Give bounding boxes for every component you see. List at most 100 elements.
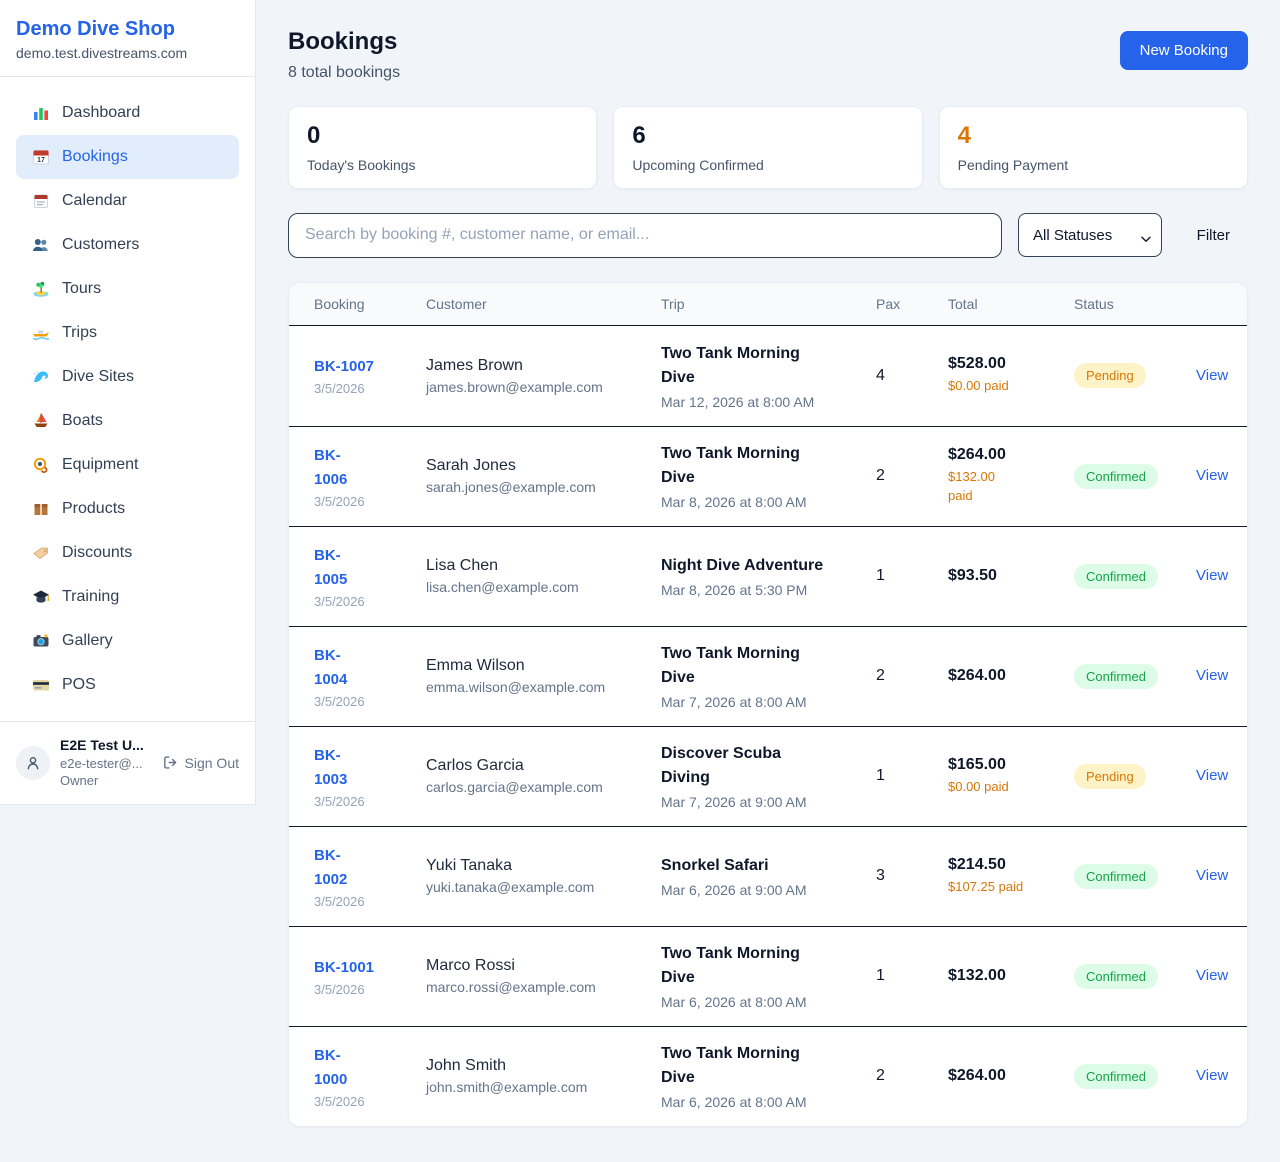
grad-cap-icon <box>32 588 50 606</box>
total-amount: $264.00 <box>948 1067 1006 1085</box>
customer-email: carlos.garcia@example.com <box>426 779 603 796</box>
total-amount: $165.00 <box>948 755 1006 773</box>
view-link[interactable]: View <box>1196 967 1229 985</box>
camera-icon <box>32 632 50 650</box>
sidebar-item-customers[interactable]: Customers <box>16 223 239 267</box>
total-cell: $214.50 $107.25 paid <box>948 856 1074 897</box>
view-link[interactable]: View <box>1196 366 1229 384</box>
customer-cell: Carlos Garcia carlos.garcia@example.com <box>426 757 661 795</box>
trip-name: Snorkel Safari <box>661 857 769 875</box>
credit-card-icon <box>32 676 50 694</box>
brand-name[interactable]: Demo Dive Shop <box>16 18 175 40</box>
people-icon <box>32 236 50 254</box>
status-filter-select[interactable]: All Statuses <box>1018 213 1162 258</box>
total-amount: $264.00 <box>948 667 1006 685</box>
sidebar-item-label: Gallery <box>62 632 113 649</box>
view-link[interactable]: View <box>1196 767 1229 785</box>
customer-cell: Emma Wilson emma.wilson@example.com <box>426 657 661 695</box>
booking-date: 3/5/2026 <box>314 793 365 809</box>
column-header-booking: Booking <box>314 295 365 312</box>
total-amount: $132.00 <box>948 967 1006 985</box>
trip-name: Discover Scuba Diving <box>661 745 782 787</box>
paid-amount: $107.25 paid <box>948 878 1024 894</box>
new-booking-button[interactable]: New Booking <box>1119 31 1248 70</box>
sidebar-item-products[interactable]: Products <box>16 487 239 531</box>
sidebar-item-dashboard[interactable]: Dashboard <box>16 91 239 135</box>
view-link[interactable]: View <box>1196 567 1229 585</box>
trip-name: Two Tank Morning Dive <box>661 344 800 386</box>
booking-cell: BK- 1006 3/5/2026 <box>314 444 426 509</box>
sign-out-button[interactable]: Sign Out <box>162 754 239 771</box>
calendar-icon <box>32 192 50 210</box>
sidebar-item-training[interactable]: Training <box>16 575 239 619</box>
user-name: E2E Test U... <box>60 737 144 753</box>
booking-id-link[interactable]: BK- 1000 <box>314 1046 348 1088</box>
view-link[interactable]: View <box>1196 467 1229 485</box>
stat-value: 4 <box>957 122 972 149</box>
actions-cell: View <box>1196 367 1228 385</box>
sidebar-item-label: Dashboard <box>62 104 141 121</box>
sidebar-item-label: POS <box>62 676 96 693</box>
table-row: BK- 1003 3/5/2026 Carlos Garcia carlos.g… <box>289 725 1247 826</box>
status-cell: Confirmed <box>1074 1063 1196 1089</box>
sidebar-item-bookings[interactable]: 17 Bookings <box>16 135 239 179</box>
trip-datetime: Mar 6, 2026 at 8:00 AM <box>661 1094 807 1111</box>
trip-name: Night Dive Adventure <box>661 557 824 575</box>
bookings-table: Booking Customer Trip Pax Total Status B… <box>288 281 1248 1127</box>
sidebar-item-calendar[interactable]: Calendar <box>16 179 239 223</box>
sidebar-item-trips[interactable]: Trips <box>16 311 239 355</box>
paid-amount: $0.00 paid <box>948 778 1009 794</box>
stat-card-todays-bookings: 0 Today's Bookings <box>288 106 598 189</box>
view-link[interactable]: View <box>1196 667 1229 685</box>
booking-date: 3/5/2026 <box>314 693 365 709</box>
customer-email: james.brown@example.com <box>426 378 603 395</box>
sidebar-item-gallery[interactable]: Gallery <box>16 619 239 663</box>
tag-icon <box>32 544 50 562</box>
stat-label: Pending Payment <box>957 156 1069 173</box>
booking-id-link[interactable]: BK- 1006 <box>314 446 348 488</box>
status-cell: Confirmed <box>1074 463 1196 489</box>
trip-cell: Two Tank Morning Dive Mar 8, 2026 at 8:0… <box>661 442 876 510</box>
booking-id-link[interactable]: BK- 1004 <box>314 646 348 688</box>
sidebar: Demo Dive Shop demo.test.divestreams.com… <box>0 0 256 805</box>
filter-button[interactable]: Filter <box>1196 226 1230 244</box>
status-cell: Confirmed <box>1074 663 1196 689</box>
view-link[interactable]: View <box>1196 867 1229 885</box>
table-row: BK-1007 3/5/2026 James Brown james.brown… <box>289 325 1247 426</box>
trip-cell: Discover Scuba Diving Mar 7, 2026 at 9:0… <box>661 742 876 810</box>
column-header-pax: Pax <box>876 295 901 312</box>
sidebar-item-tours[interactable]: Tours <box>16 267 239 311</box>
booking-id-link[interactable]: BK-1007 <box>314 358 375 376</box>
trip-name: Two Tank Morning Dive <box>661 945 800 987</box>
main-content: Bookings 8 total bookings New Booking 0 … <box>256 0 1280 1159</box>
table-row: BK- 1005 3/5/2026 Lisa Chen lisa.chen@ex… <box>289 525 1247 626</box>
trip-cell: Two Tank Morning Dive Mar 7, 2026 at 8:0… <box>661 642 876 710</box>
booking-date: 3/5/2026 <box>314 981 365 997</box>
booking-cell: BK- 1002 3/5/2026 <box>314 844 426 909</box>
sidebar-item-dive-sites[interactable]: Dive Sites <box>16 355 239 399</box>
sidebar-item-label: Dive Sites <box>62 368 135 385</box>
sidebar-item-label: Calendar <box>62 192 127 209</box>
booking-id-link[interactable]: BK- 1002 <box>314 846 348 888</box>
pax-count: 3 <box>876 867 885 885</box>
sidebar-item-discounts[interactable]: Discounts <box>16 531 239 575</box>
sidebar-item-equipment[interactable]: Equipment <box>16 443 239 487</box>
sidebar-item-boats[interactable]: Boats <box>16 399 239 443</box>
booking-id-link[interactable]: BK-1001 <box>314 958 375 976</box>
sidebar-item-pos[interactable]: POS <box>16 663 239 707</box>
search-input[interactable] <box>288 212 1002 258</box>
total-cell: $132.00 <box>948 967 1074 985</box>
island-icon <box>32 280 50 298</box>
trip-cell: Snorkel Safari Mar 6, 2026 at 9:00 AM <box>661 854 876 898</box>
booking-id-link[interactable]: BK- 1003 <box>314 746 348 788</box>
view-link[interactable]: View <box>1196 1067 1229 1085</box>
pax-count: 2 <box>876 1067 885 1085</box>
table-row: BK- 1006 3/5/2026 Sarah Jones sarah.jone… <box>289 425 1247 526</box>
status-cell: Confirmed <box>1074 563 1196 589</box>
table-row: BK- 1004 3/5/2026 Emma Wilson emma.wilso… <box>289 625 1247 726</box>
booking-cell: BK- 1004 3/5/2026 <box>314 644 426 709</box>
status-badge: Confirmed <box>1074 463 1158 489</box>
booking-id-link[interactable]: BK- 1005 <box>314 546 348 588</box>
page-header: Bookings 8 total bookings New Booking <box>288 28 1248 82</box>
